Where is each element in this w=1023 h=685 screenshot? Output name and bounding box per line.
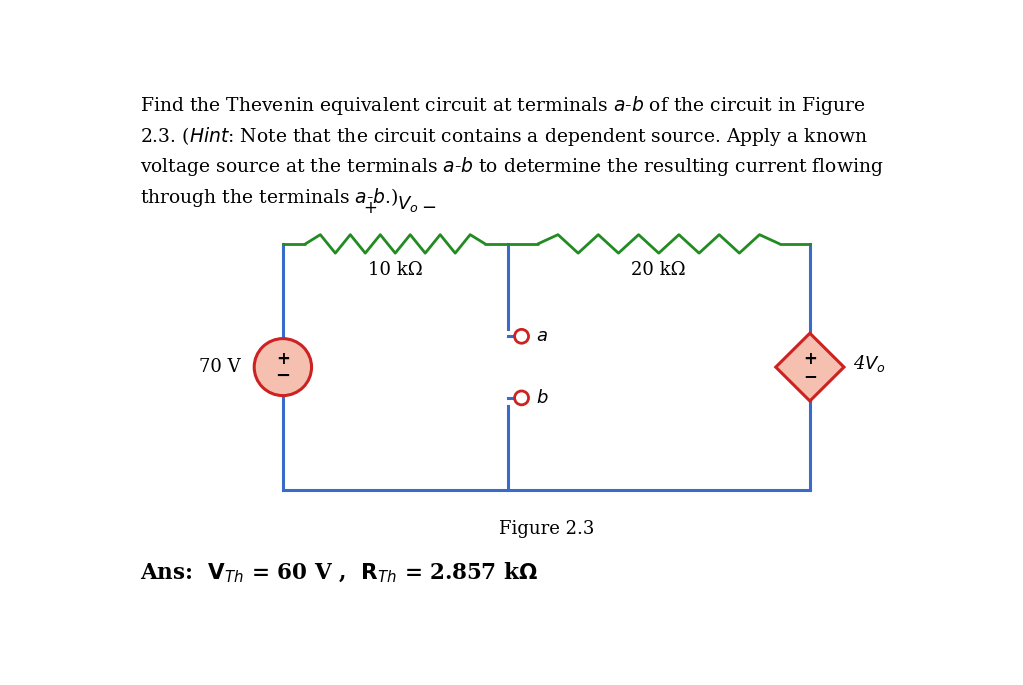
Text: +: + (803, 349, 816, 368)
Circle shape (515, 391, 529, 405)
Text: Find the Thevenin equivalent circuit at terminals $a$-$b$ of the circuit in Figu: Find the Thevenin equivalent circuit at … (139, 94, 864, 116)
Text: Ans:  $\mathbf{V}_{Th}$ = 60 V ,  $\mathbf{R}_{Th}$ = 2.857 k$\mathbf{\Omega}$: Ans: $\mathbf{V}_{Th}$ = 60 V , $\mathbf… (139, 560, 537, 585)
Text: −: − (803, 367, 816, 386)
Text: −: − (421, 199, 436, 216)
Text: +: + (276, 349, 290, 368)
Circle shape (515, 329, 529, 343)
Text: voltage source at the terminals $a$-$b$ to determine the resulting current flowi: voltage source at the terminals $a$-$b$ … (139, 155, 883, 178)
Text: 20 kΩ: 20 kΩ (631, 261, 686, 279)
Text: 2.3. ($\mathit{Hint}$: Note that the circuit contains a dependent source. Apply : 2.3. ($\mathit{Hint}$: Note that the cir… (139, 125, 868, 147)
Text: $a$: $a$ (535, 327, 547, 345)
Text: through the terminals $a$-$b$.): through the terminals $a$-$b$.) (139, 186, 398, 209)
Text: $V_o$: $V_o$ (397, 194, 418, 214)
Text: 10 kΩ: 10 kΩ (368, 261, 422, 279)
Circle shape (254, 338, 312, 396)
Text: 70 V: 70 V (198, 358, 240, 376)
Text: Figure 2.3: Figure 2.3 (498, 519, 594, 538)
Text: $b$: $b$ (535, 389, 548, 407)
Polygon shape (775, 333, 844, 401)
Text: 4$V_o$: 4$V_o$ (852, 353, 886, 374)
Text: +: + (363, 199, 377, 216)
Text: −: − (275, 367, 291, 386)
